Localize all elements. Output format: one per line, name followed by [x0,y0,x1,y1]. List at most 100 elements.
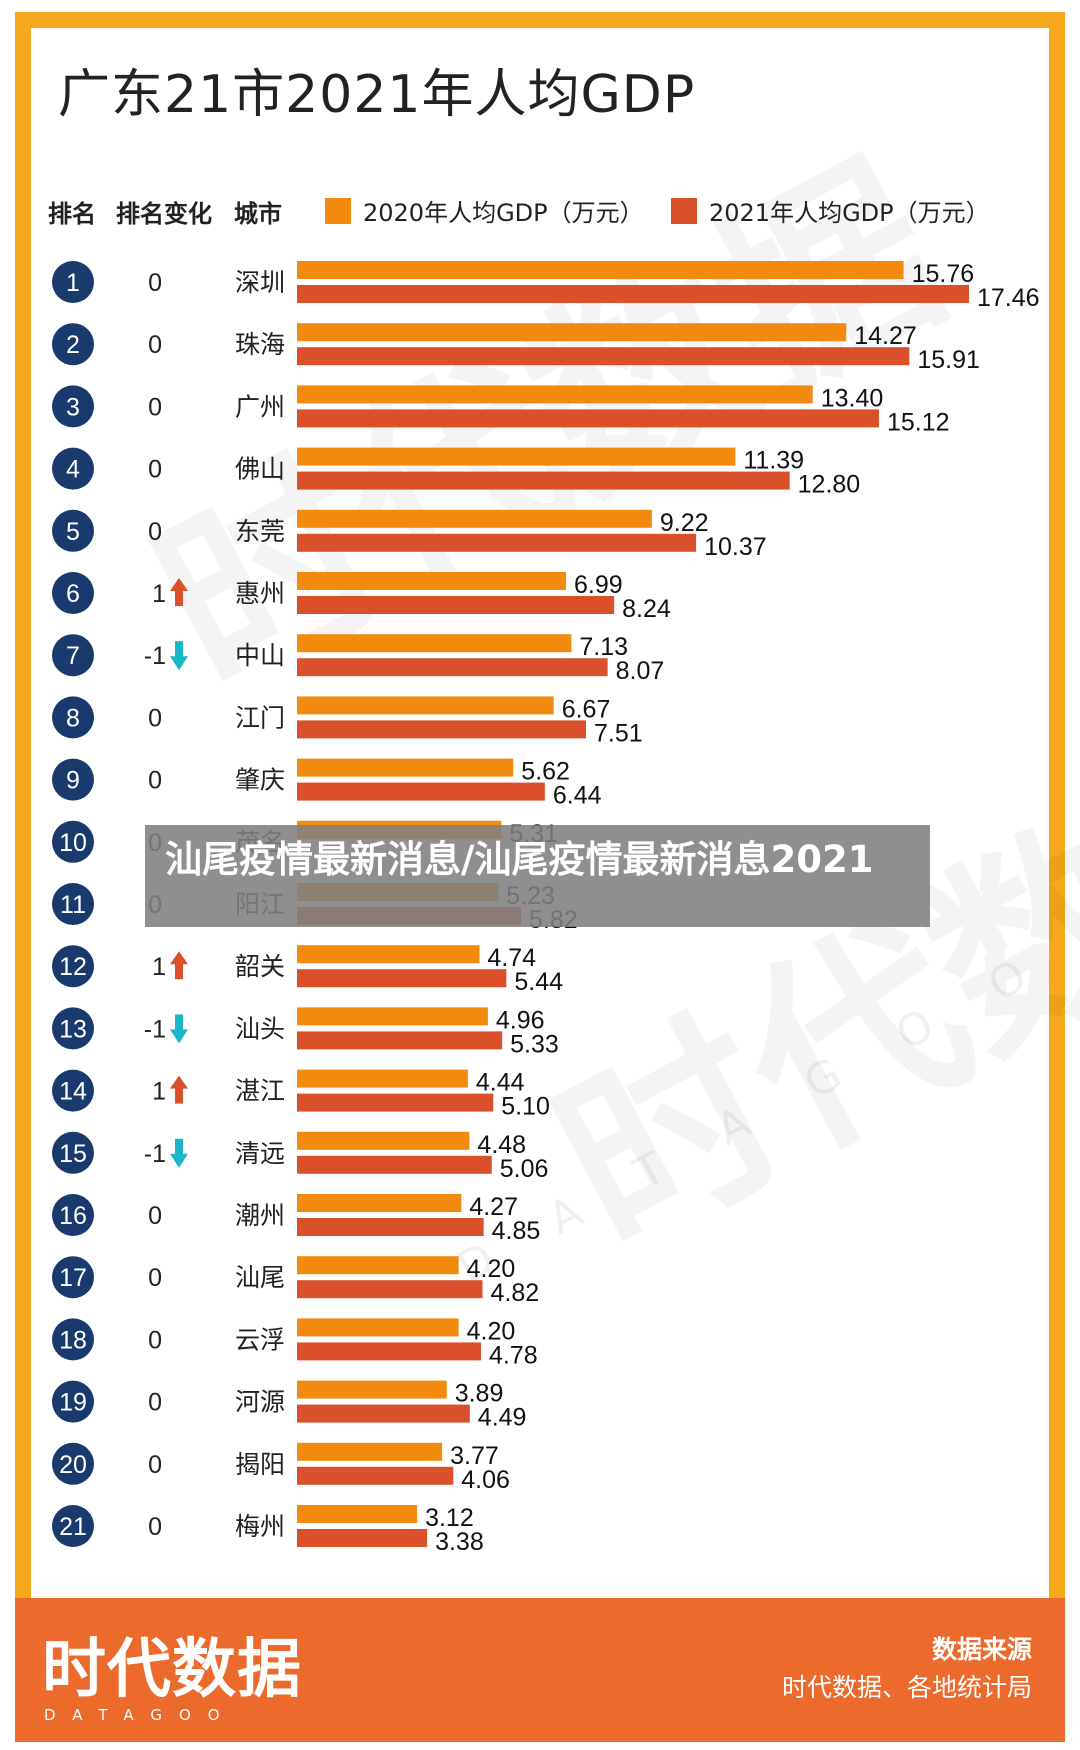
rank-change-value: 0 [148,1202,162,1230]
header-city: 城市 [234,200,282,228]
rank-number: 15 [59,1140,87,1168]
bar-2021 [297,1466,454,1485]
city-name: 梅州 [235,1512,285,1541]
arrow-up-icon [175,590,183,606]
rank-circle [52,323,94,366]
bar-2020 [297,447,736,466]
rank-circle [52,1318,94,1361]
value-label: 4.48 [477,1131,526,1159]
value-label: 4.74 [487,944,536,972]
value-label: 4.27 [469,1193,518,1221]
bar-2020 [297,261,904,279]
bar-2021 [297,1093,494,1112]
city-name: 潮州 [235,1201,285,1230]
header-rank-change: 排名变化 [116,200,212,228]
rank-number: 20 [59,1451,87,1479]
overlay-banner: 汕尾疫情最新消息/汕尾疫情最新消息2021 [145,825,930,927]
value-label: 5.10 [501,1093,550,1121]
rank-number: 19 [59,1389,87,1417]
rank-circle [52,945,94,988]
bar-2020 [297,1318,459,1337]
bar-2020 [297,634,572,653]
city-name: 肇庆 [235,766,285,795]
rank-change-value: 0 [148,1389,162,1417]
value-label: 7.51 [594,719,643,747]
bar-2021 [297,596,615,614]
value-label: 3.89 [455,1380,504,1408]
rank-change-value: 0 [148,269,162,297]
rank-circle [52,1194,94,1236]
rank-circle [52,1131,94,1174]
arrow-up-icon [170,578,188,591]
bar-2020 [297,1007,488,1026]
value-label: 4.49 [478,1404,527,1432]
rank-circle [52,1069,94,1112]
legend-label-2021: 2021年人均GDP（万元） [709,199,990,227]
bar-2020 [297,509,652,528]
bar-2020 [297,1380,447,1399]
bar-2021 [297,1529,428,1547]
arrow-down-icon [170,1153,188,1168]
bar-2021 [297,347,910,366]
rank-number: 1 [66,269,80,297]
rank-number: 9 [66,767,80,795]
value-label: 3.77 [450,1442,499,1470]
rank-number: 4 [66,456,80,484]
bar-2021 [297,1218,484,1236]
rank-circle [52,1505,94,1547]
rank-change-value: 0 [148,456,162,484]
rank-change-value: 1 [152,580,166,608]
city-name: 云浮 [235,1325,285,1354]
city-name: 韶关 [235,952,285,981]
value-label: 3.12 [425,1504,474,1532]
rank-change-value: 0 [148,767,162,795]
value-label: 4.44 [476,1069,525,1097]
rank-circle [52,883,94,925]
source-title: 数据来源 [931,1635,1032,1664]
arrow-up-icon [170,1075,188,1089]
value-label: 4.20 [467,1255,516,1283]
city-name: 中山 [235,641,285,670]
logo-subtext: DATAGOO [44,1706,237,1724]
rank-change-value: 1 [152,953,166,981]
value-label: 12.80 [798,471,861,499]
rank-number: 11 [60,891,86,919]
header-rank: 排名 [48,200,96,228]
rank-number: 12 [59,953,87,981]
bar-2020 [297,1442,443,1461]
rank-circle [52,572,94,614]
rank-change-value: -1 [144,1015,166,1043]
value-label: 5.06 [500,1155,549,1183]
value-label: 15.76 [912,260,975,288]
value-label: 8.07 [616,657,665,685]
rank-number: 21 [59,1513,87,1541]
rank-change-value: 0 [148,1264,162,1292]
value-label: 4.20 [467,1317,516,1345]
rank-number: 16 [59,1202,87,1230]
bar-2021 [297,969,507,988]
value-label: 10.37 [704,533,767,561]
bar-2020 [297,572,567,590]
city-name: 东莞 [235,517,285,546]
value-label: 15.12 [887,408,950,436]
bar-2020 [297,945,480,964]
bar-2021 [297,658,608,677]
arrow-down-icon [170,1029,188,1044]
value-label: 5.62 [521,758,570,786]
rank-change-value: 0 [148,1451,162,1479]
rank-circle [52,634,94,677]
rank-change-value: -1 [144,642,166,670]
rank-circle [52,758,94,801]
rank-change-value: 0 [148,704,162,732]
city-name: 深圳 [235,268,285,297]
city-name: 揭阳 [235,1450,285,1479]
arrow-down-icon [175,1138,183,1155]
rank-number: 8 [66,704,80,732]
city-name: 河源 [235,1388,285,1417]
legend-label-2020: 2020年人均GDP（万元） [363,199,644,227]
city-name: 佛山 [235,455,285,484]
arrow-down-icon [175,1014,183,1031]
bar-2021 [297,1155,492,1174]
bar-2020 [297,1256,459,1275]
